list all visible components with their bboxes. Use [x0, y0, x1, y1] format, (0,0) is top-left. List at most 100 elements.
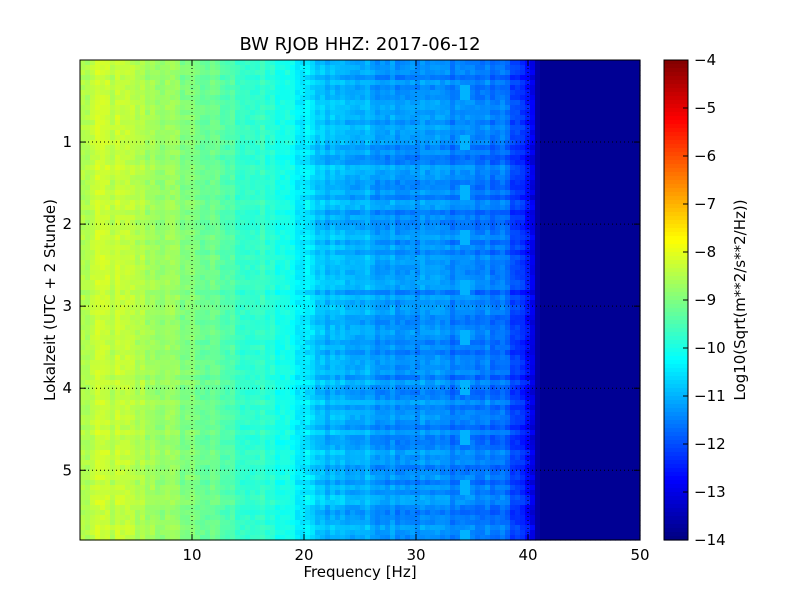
heatmap-cell	[200, 175, 206, 181]
heatmap-cell	[110, 70, 116, 76]
heatmap-cell	[460, 75, 466, 81]
heatmap-cell	[555, 75, 561, 81]
heatmap-cell	[395, 240, 401, 246]
heatmap-cell	[495, 90, 501, 96]
heatmap-cell	[580, 145, 586, 151]
heatmap-cell	[525, 220, 531, 226]
heatmap-cell	[270, 145, 276, 151]
heatmap-cell	[220, 120, 226, 126]
heatmap-cell	[95, 120, 101, 126]
heatmap-cell	[570, 70, 576, 76]
heatmap-cell	[265, 230, 271, 236]
heatmap-cell	[230, 205, 236, 211]
heatmap-cell	[95, 75, 101, 81]
heatmap-cell	[540, 275, 546, 281]
heatmap-cell	[185, 135, 191, 141]
heatmap-cell	[350, 230, 356, 236]
heatmap-cell	[265, 265, 271, 271]
heatmap-cell	[450, 165, 456, 171]
heatmap-cell	[580, 75, 586, 81]
heatmap-cell	[320, 235, 326, 241]
heatmap-cell	[470, 235, 476, 241]
heatmap-cell	[295, 180, 301, 186]
heatmap-cell	[485, 205, 491, 211]
heatmap-cell	[315, 60, 321, 66]
heatmap-cell	[265, 160, 271, 166]
heatmap-cell	[95, 110, 101, 116]
heatmap-cell	[390, 130, 396, 136]
heatmap-cell	[250, 115, 256, 121]
heatmap-cell	[380, 225, 386, 231]
heatmap-cell	[140, 115, 146, 121]
heatmap-cell	[180, 95, 186, 101]
heatmap-cell	[180, 60, 186, 66]
heatmap-cell	[170, 115, 176, 121]
heatmap-cell	[270, 230, 276, 236]
heatmap-cell	[305, 155, 311, 161]
heatmap-cell	[430, 260, 436, 266]
heatmap-cell	[550, 260, 556, 266]
heatmap-cell	[360, 270, 366, 276]
heatmap-cell	[380, 95, 386, 101]
heatmap-cell	[410, 195, 416, 201]
heatmap-cell	[595, 220, 601, 226]
heatmap-cell	[545, 100, 551, 106]
heatmap-cell	[235, 110, 241, 116]
heatmap-cell	[95, 260, 101, 266]
heatmap-cell	[305, 105, 311, 111]
heatmap-cell	[130, 60, 136, 66]
heatmap-cell	[290, 165, 296, 171]
heatmap-cell	[395, 230, 401, 236]
heatmap-cell	[105, 260, 111, 266]
heatmap-cell	[115, 105, 121, 111]
heatmap-cell	[380, 100, 386, 106]
heatmap-cell	[355, 60, 361, 66]
heatmap-cell	[480, 170, 486, 176]
heatmap-cell	[310, 175, 316, 181]
chart-title: BW RJOB HHZ: 2017-06-12	[239, 34, 480, 55]
heatmap-cell	[205, 240, 211, 246]
heatmap-cell	[360, 80, 366, 86]
heatmap-cell	[330, 140, 336, 146]
heatmap-cell	[395, 125, 401, 131]
heatmap-cell	[385, 175, 391, 181]
heatmap-cell	[625, 245, 631, 251]
heatmap-cell	[110, 160, 116, 166]
heatmap-cell	[570, 200, 576, 206]
heatmap-cell	[550, 180, 556, 186]
heatmap-cell	[335, 155, 341, 161]
heatmap-cell	[635, 70, 641, 76]
heatmap-cell	[105, 140, 111, 146]
heatmap-cell	[475, 80, 481, 86]
heatmap-cell	[565, 60, 571, 66]
heatmap-cell	[180, 90, 186, 96]
heatmap-cell	[630, 70, 636, 76]
heatmap-cell	[290, 225, 296, 231]
heatmap-cell	[260, 155, 266, 161]
heatmap-cell	[450, 70, 456, 76]
heatmap-cell	[260, 205, 266, 211]
heatmap-cell	[410, 65, 416, 71]
heatmap-cell	[285, 100, 291, 106]
heatmap-cell	[520, 140, 526, 146]
heatmap-cell	[225, 230, 231, 236]
heatmap-cell	[605, 265, 611, 271]
heatmap-cell	[445, 175, 451, 181]
heatmap-cell	[295, 205, 301, 211]
heatmap-cell	[370, 80, 376, 86]
heatmap-cell	[310, 100, 316, 106]
heatmap-cell	[635, 130, 641, 136]
heatmap-cell	[630, 270, 636, 276]
heatmap-cell	[280, 275, 286, 281]
heatmap-cell	[525, 225, 531, 231]
heatmap-cell	[240, 175, 246, 181]
heatmap-cell	[390, 235, 396, 241]
heatmap-cell	[170, 145, 176, 151]
heatmap-cell	[470, 240, 476, 246]
heatmap-cell	[385, 275, 391, 281]
heatmap-cell	[605, 75, 611, 81]
heatmap-cell	[175, 215, 181, 221]
heatmap-cell	[510, 145, 516, 151]
heatmap-cell	[180, 125, 186, 131]
heatmap-cell	[635, 235, 641, 241]
